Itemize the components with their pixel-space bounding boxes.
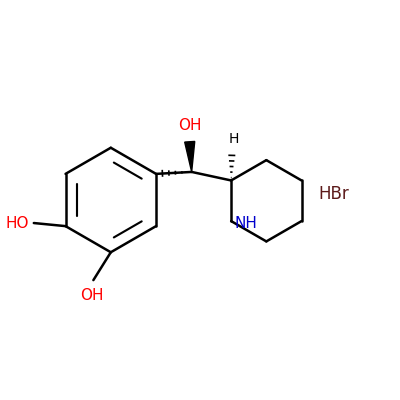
Text: OH: OH	[80, 288, 103, 303]
Text: NH: NH	[234, 216, 257, 230]
Text: HBr: HBr	[318, 185, 349, 203]
Polygon shape	[185, 142, 195, 172]
Text: OH: OH	[178, 118, 202, 133]
Text: HO: HO	[6, 216, 29, 230]
Text: H: H	[229, 132, 239, 146]
